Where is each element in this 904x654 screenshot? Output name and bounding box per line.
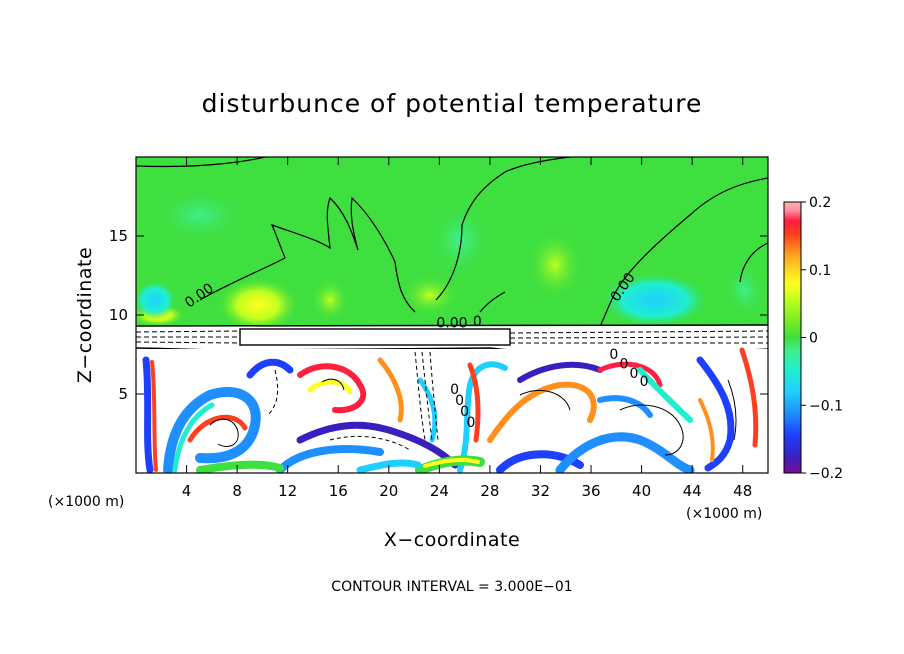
x-tick-label: 8 (232, 482, 242, 500)
x-tick-label: 4 (182, 482, 192, 500)
x-tick-label: 24 (430, 482, 449, 500)
colorbar-tick-label: 0.2 (809, 195, 831, 211)
lower-contours (209, 378, 737, 456)
plot-area (136, 157, 768, 473)
contour-label: 0 (450, 382, 459, 398)
zero-contour (739, 242, 768, 283)
x-tick-label: 36 (581, 482, 600, 500)
warm-anomaly (310, 278, 350, 322)
warm-anomaly (216, 277, 300, 333)
y-tick-label: 10 (109, 306, 128, 324)
z-unit-label: (×1000 m) (48, 494, 124, 510)
contour-label: 0 (466, 415, 475, 431)
zero-contour (199, 196, 416, 313)
x-axis: 4 8 12 16 20 24 28 32 36 40 44 48 (182, 157, 752, 500)
x-tick-label: 12 (278, 482, 297, 500)
contour-label: 0.00 (436, 316, 467, 332)
colorbar-tick-label: 0 (809, 331, 818, 347)
cold-anomaly (600, 272, 710, 328)
cold-anomaly (150, 187, 250, 243)
warm-anomaly (527, 230, 583, 300)
inversion-contour (136, 330, 768, 344)
chart-title: disturbunce of potential temperature (202, 89, 703, 118)
cold-anomaly (723, 262, 767, 318)
y-tick-label: 5 (118, 385, 128, 403)
colorbar-tick-label: 0.1 (809, 263, 831, 279)
turbulent-eddies (142, 347, 759, 473)
y-tick-label: 15 (109, 227, 128, 245)
contour-label: 0 (455, 393, 464, 409)
x-tick-label: 44 (683, 482, 702, 500)
contour-label: 0 (630, 366, 639, 382)
x-axis-label: X−coordinate (384, 529, 520, 551)
y-axis-label: Z−coordinate (74, 247, 96, 383)
zero-contour (435, 157, 571, 301)
colorbar-tick-label: −0.2 (809, 466, 843, 482)
colorbar-ticks: 0.2 0.1 0 −0.1 −0.2 (801, 195, 843, 482)
contour-label: 0 (460, 404, 469, 420)
warm-anomaly (400, 273, 460, 317)
x-unit-label: (×1000 m) (686, 506, 762, 522)
zero-contour (479, 291, 506, 313)
x-tick-label: 40 (632, 482, 651, 500)
contour-interval-note: CONTOUR INTERVAL = 3.000E−01 (331, 579, 572, 595)
contour-label: 0 (609, 347, 618, 363)
colorbar: 0.2 0.1 0 −0.1 −0.2 (783, 195, 843, 482)
zero-contour (597, 177, 768, 331)
x-tick-label: 32 (531, 482, 550, 500)
x-tick-label: 16 (329, 482, 348, 500)
dashed-contours (267, 351, 439, 451)
contour-label: 0 (619, 357, 628, 373)
contour-label: 0 (473, 314, 482, 330)
y-axis: 5 10 15 (109, 227, 768, 403)
cold-anomaly (425, 200, 495, 280)
x-tick-label: 48 (733, 482, 752, 500)
cold-anomaly (136, 280, 177, 320)
inversion-slab (239, 328, 511, 346)
colorbar-ramp (783, 201, 802, 474)
colorbar-tick-label: −0.1 (809, 398, 843, 414)
zero-contour (136, 157, 266, 168)
contour-label: 0 (640, 374, 649, 390)
x-tick-label: 28 (480, 482, 499, 500)
x-tick-label: 20 (379, 482, 398, 500)
